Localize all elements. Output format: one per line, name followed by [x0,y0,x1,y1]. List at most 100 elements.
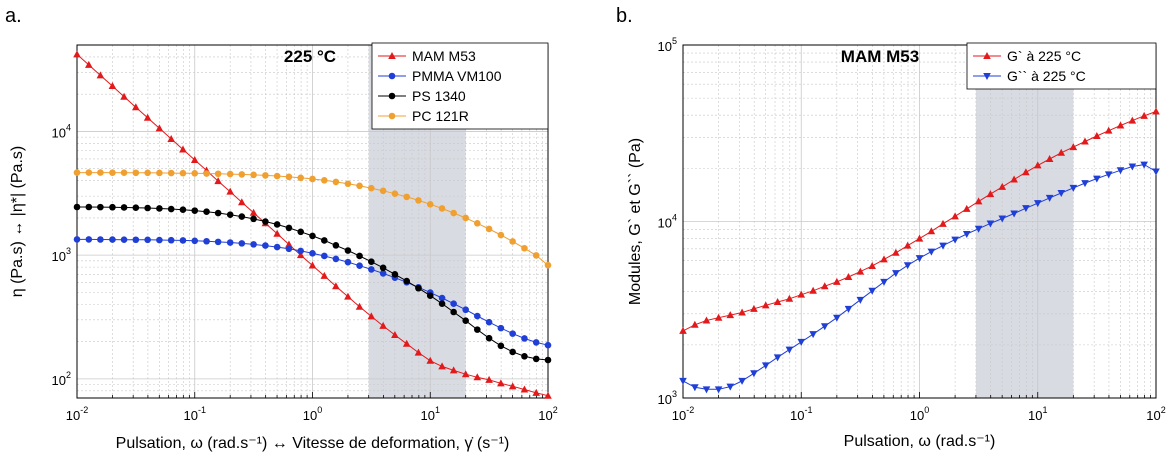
x-tick-label: 10-1 [790,405,812,423]
data-point [714,386,723,394]
tick-exponent: 1 [435,405,440,415]
tick-exponent: -1 [198,405,206,415]
data-point [450,300,457,308]
data-point [73,169,81,176]
data-point [250,215,257,223]
tick-exponent: -2 [686,405,694,415]
data-point [85,236,93,243]
tick-exponent: -1 [804,405,812,415]
chart-panel-b: G` à 225 °C G`` à 225 °C MAM M53 b. Modules,… [616,5,1160,450]
data-point [833,277,841,285]
series-pc-121r [73,169,552,269]
data-point [998,215,1007,223]
data-point [726,311,735,319]
data-point [1128,163,1137,171]
chart-panel-a: MAM M53 PMMA VM100 PS 1340 PC 121R 225 °C a. η… [5,5,552,452]
data-point [903,241,912,249]
tick-base: 10 [1146,408,1160,423]
data-point [738,377,746,385]
data-point [368,184,375,192]
data-point [321,177,328,184]
data-point [844,272,853,280]
data-point [474,312,481,320]
data-point [1104,126,1113,134]
data-point [1116,121,1125,129]
tick-base: 10 [184,408,198,423]
data-point [449,366,458,374]
data-point [691,320,699,328]
data-point [761,362,770,370]
data-point [356,262,363,269]
data-point [414,348,423,356]
data-point [785,294,794,302]
legend-label: G` à 225 °C [1007,48,1081,64]
tick-exponent: 3 [672,389,677,399]
tick-base: 10 [538,408,552,423]
data-point [132,204,140,211]
x-tick-label: 10-2 [66,405,88,423]
data-point [379,321,387,329]
data-point [485,334,493,342]
data-point [868,287,876,295]
tick-base: 10 [303,408,317,423]
data-point [203,237,210,245]
data-point [951,212,959,220]
data-point [497,342,505,350]
data-point [238,171,246,178]
data-point [702,386,711,394]
data-point [892,248,900,256]
data-point [461,370,470,378]
data-point [403,193,411,201]
data-point [238,213,246,220]
data-point [73,203,81,211]
x-axis-label: Pulsation, ω (rad.s⁻¹) ↔ Vitesse de defo… [116,435,510,452]
data-point [532,388,541,396]
tick-exponent: 2 [1161,405,1166,415]
data-point [438,300,446,308]
data-point [85,169,93,176]
data-point [521,353,528,360]
legend-box [371,42,549,130]
data-point [1152,107,1160,115]
data-point [214,177,222,185]
data-point [297,228,305,236]
data-point [509,330,516,337]
data-point [332,255,340,263]
data-point [809,286,817,294]
data-point [73,236,81,243]
data-point [73,50,81,58]
data-point [320,271,329,279]
legend-marker [388,112,396,120]
data-point [321,252,328,260]
data-point [1022,168,1030,176]
data-point [85,60,93,68]
data-point [892,270,900,278]
data-point [367,312,376,320]
data-point [391,271,399,278]
data-point [785,346,794,354]
legend-label: MAM M53 [412,48,476,64]
data-point [344,247,352,254]
data-point [1152,168,1160,176]
data-point [262,218,269,225]
series-g-225-c [679,161,1160,394]
data-point [1010,210,1018,218]
data-point [156,236,163,244]
data-point [927,248,936,256]
data-point [379,187,387,195]
tick-base: 10 [421,408,435,423]
data-point [415,284,422,292]
data-point [1081,137,1089,145]
tick-base: 10 [658,216,672,231]
data-point [344,292,352,300]
data-point [285,240,293,248]
data-point [250,241,257,248]
y-axis-label: η (Pa.s) ↔ |η*| (Pa.s) [9,146,26,297]
x-tick-label: 10-2 [672,405,694,423]
data-point [144,169,151,177]
data-point [544,356,552,364]
data-point [1116,167,1125,175]
data-point [120,92,128,100]
data-point [521,335,528,342]
data-point [820,282,829,290]
